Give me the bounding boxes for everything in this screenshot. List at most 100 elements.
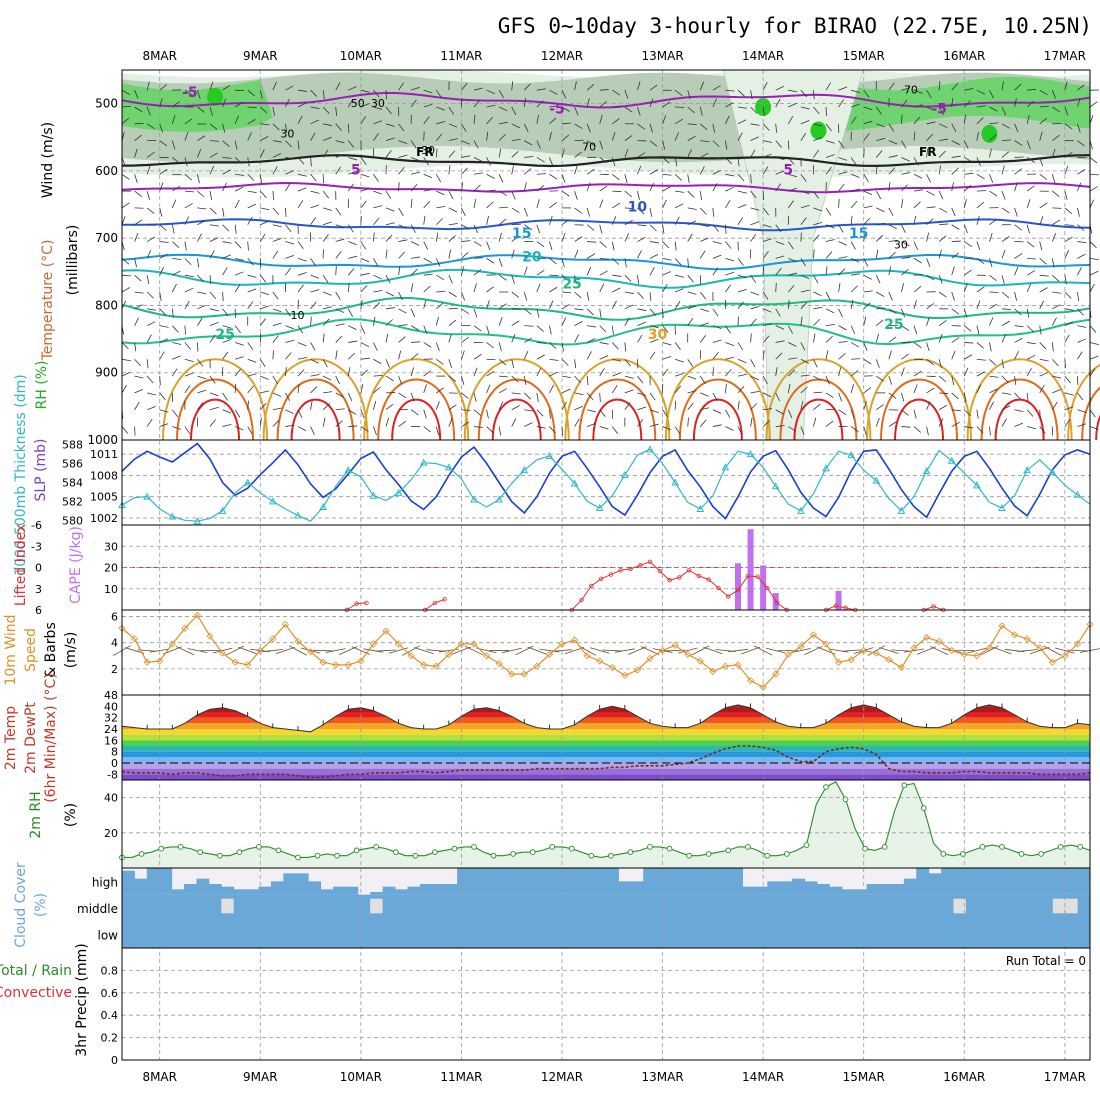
- upper-wind-barb: [599, 140, 604, 150]
- cloud-high-cell: [581, 868, 595, 895]
- boundary-layer-isotherm: [578, 378, 657, 441]
- upper-wind-barb: [800, 358, 809, 364]
- upper-wind-barb: [498, 401, 504, 410]
- upper-wind-barb: [511, 190, 516, 200]
- wind-barb: [754, 645, 773, 656]
- upper-wind-barb: [662, 224, 665, 234]
- upper-wind-barb: [762, 250, 769, 259]
- upper-wind-barb: [938, 235, 947, 242]
- upper-wind-barb: [385, 375, 394, 382]
- upper-wind-barb: [1052, 134, 1060, 141]
- upper-wind-barb: [134, 375, 144, 379]
- wind-barb: [891, 649, 912, 652]
- temp-tick-label: 24: [104, 723, 118, 736]
- upper-wind-barb: [1001, 359, 1004, 369]
- upper-wind-barb: [171, 283, 177, 293]
- wind-barb: [262, 649, 283, 652]
- upper-wind-barb: [184, 342, 191, 350]
- upper-wind-barb: [234, 271, 244, 276]
- upper-wind-barb: [687, 305, 697, 310]
- wind-barb: [539, 648, 560, 653]
- thickness-point: [143, 492, 151, 500]
- upper-wind-barb: [259, 190, 267, 198]
- upper-wind-barb: [637, 406, 647, 411]
- upper-wind-barb: [511, 81, 514, 91]
- upper-wind-barb: [976, 426, 984, 434]
- boundary-layer-isotherm: [176, 378, 255, 441]
- upper-wind-barb: [121, 287, 130, 293]
- upper-wind-barb: [813, 190, 819, 199]
- upper-wind-barb: [410, 99, 417, 108]
- upper-wind-barb: [536, 367, 542, 377]
- wind-barb: [1043, 645, 1062, 656]
- upper-wind-barb: [561, 232, 566, 242]
- upper-wind-barb: [398, 207, 404, 216]
- wind-speed-point: [583, 652, 591, 660]
- upper-wind-barb: [121, 258, 130, 265]
- upper-wind-barb: [209, 334, 216, 343]
- upper-wind-barb: [775, 183, 782, 192]
- upper-wind-barb: [788, 257, 797, 262]
- upper-wind-barb: [700, 123, 708, 131]
- upper-wind-barb: [825, 251, 833, 259]
- upper-wind-barb: [335, 350, 338, 360]
- upper-wind-barb: [423, 157, 429, 166]
- upper-wind-barb: [1039, 216, 1044, 225]
- upper-wind-barb: [637, 81, 641, 91]
- upper-wind-barb: [335, 207, 342, 216]
- cloud-high-cell: [295, 873, 309, 895]
- upper-wind-barb: [587, 325, 597, 328]
- upper-wind-barb: [637, 207, 645, 215]
- thickness-point: [696, 504, 705, 512]
- upper-wind-barb: [473, 184, 481, 192]
- upper-wind-barb: [699, 166, 705, 175]
- wind-speed-point: [1073, 640, 1081, 648]
- wind-speed-point: [633, 666, 641, 674]
- upper-wind-barb: [989, 388, 998, 394]
- lifted-index-tick-label: 3: [35, 583, 42, 596]
- cloud-high-cell: [854, 889, 868, 895]
- upper-wind-barb: [712, 169, 722, 175]
- rh2m-point: [529, 849, 536, 856]
- upper-wind-barb: [209, 106, 213, 116]
- rh2m-point: [568, 845, 575, 852]
- wind-barb: [992, 646, 1012, 655]
- upper-wind-barb: [574, 359, 577, 369]
- upper-wind-barb: [687, 106, 695, 114]
- rh2m-point: [373, 844, 380, 850]
- upper-wind-barb: [335, 266, 337, 276]
- upper-wind-barb: [775, 325, 785, 330]
- upper-wind-barb: [1039, 426, 1046, 434]
- upper-wind-barb: [272, 166, 278, 175]
- ylabel-rh2m: (%): [63, 803, 79, 827]
- upper-wind-barb: [1051, 148, 1056, 158]
- upper-wind-barb: [938, 81, 941, 91]
- upper-wind-barb: [662, 257, 672, 261]
- upper-wind-barb: [297, 173, 307, 177]
- upper-wind-barb: [222, 84, 231, 91]
- freezing-level-label: FR: [919, 145, 936, 159]
- upper-wind-barb: [737, 132, 743, 141]
- upper-wind-barb: [825, 308, 835, 314]
- upper-wind-barb: [725, 241, 732, 249]
- upper-wind-barb: [700, 308, 710, 312]
- cloud-high-cell: [1065, 868, 1079, 895]
- upper-wind-barb: [800, 426, 805, 436]
- upper-wind-barb: [787, 383, 791, 393]
- upper-wind-barb: [285, 241, 295, 245]
- upper-wind-barb: [448, 223, 458, 226]
- thickness-point: [545, 452, 554, 460]
- upper-wind-barb: [750, 233, 757, 242]
- upper-wind-barb: [976, 286, 985, 293]
- upper-wind-barb: [813, 234, 820, 242]
- rh2m-tick-label: 20: [104, 827, 118, 840]
- upper-wind-barb: [373, 316, 376, 326]
- upper-wind-barb: [913, 342, 922, 349]
- upper-wind-barb: [486, 300, 490, 309]
- upper-wind-barb: [838, 241, 847, 246]
- cloud-high-cell: [903, 878, 917, 895]
- ylabel-wind10m: Speed: [23, 628, 39, 672]
- upper-wind-barb: [373, 174, 379, 182]
- upper-wind-barb: [523, 266, 528, 276]
- upper-wind-barb: [435, 232, 439, 242]
